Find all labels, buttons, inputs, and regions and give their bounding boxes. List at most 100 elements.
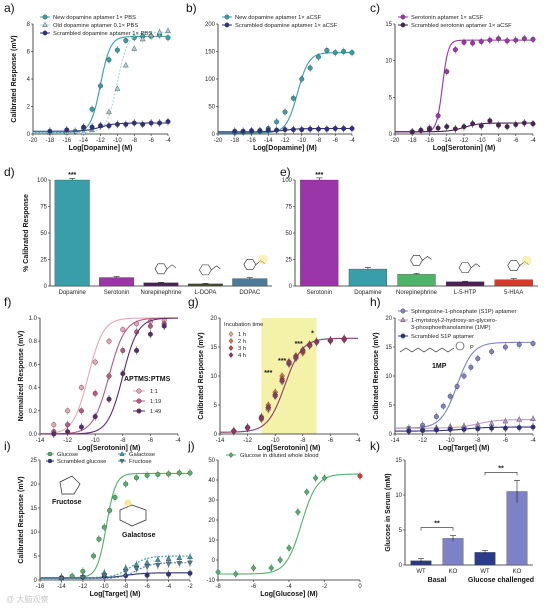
series-new-dopamine-aptamer-1-pbs: [33, 31, 171, 137]
y-tick-label: 75: [285, 205, 292, 211]
legend-marker: [228, 345, 234, 351]
y-tick-label: 25: [30, 458, 37, 464]
data-point: [106, 108, 112, 115]
legend-marker: [228, 338, 234, 344]
data-point: [502, 418, 509, 424]
legend-marker: [224, 14, 230, 20]
x-tick-label: -10: [477, 138, 486, 144]
data-point: [106, 57, 112, 63]
y-tick-label: 10: [208, 538, 215, 544]
panel-a: a) -20 -18 -16 -14 -12 -10 -8 -6 -4 0 2 4 6 8 Log[Dopam…: [4, 1, 171, 152]
category-label: WT: [416, 569, 426, 575]
y-tick-label: 15: [30, 506, 37, 512]
category-label: Norepinephrine: [396, 290, 438, 296]
data-point: [120, 347, 126, 353]
data-point: [232, 570, 239, 578]
galactose-structure-icon: [119, 504, 147, 527]
data-point: [268, 564, 275, 572]
legend-marker: [400, 308, 406, 314]
y-tick-label: 0: [289, 284, 293, 290]
panel-label: e): [280, 165, 291, 179]
x-tick-label: -14: [36, 438, 45, 444]
data-point: [299, 127, 305, 133]
data-point: [274, 127, 280, 133]
significance-marker: *: [311, 330, 314, 337]
x-tick-label: -16: [247, 138, 256, 144]
data-point: [521, 36, 527, 42]
x-tick-label: -16: [36, 584, 45, 590]
y-tick-label: 5: [34, 554, 38, 560]
y-tick-label: 10: [30, 530, 37, 536]
legend-label: Glucose in diluted whole blood: [240, 453, 319, 459]
data-point: [65, 408, 71, 414]
data-point: [478, 39, 484, 45]
significance-marker: ***: [278, 358, 286, 365]
data-point: [215, 568, 221, 576]
data-point: [89, 124, 95, 130]
x-tick-label: -6: [503, 438, 509, 444]
data-point: [101, 524, 107, 530]
data-point: [468, 364, 474, 370]
series-scrambled-dopamine-aptamer-1-pbs: [33, 117, 171, 136]
x-tick-label: -10: [100, 584, 109, 590]
bar: [348, 268, 388, 287]
data-point: [452, 47, 458, 53]
x-tick-label: -20: [214, 138, 223, 144]
panel-label: c): [370, 1, 380, 15]
y-tick-label: 40: [208, 478, 215, 484]
y-tick-label: 15: [385, 22, 392, 28]
data-point: [444, 124, 450, 130]
data-point: [123, 38, 129, 44]
data-point: [114, 121, 120, 127]
y-axis-label: Calibrated Response (mV): [11, 35, 18, 122]
data-point: [406, 428, 412, 434]
x-tick-label: -14: [216, 438, 225, 444]
legend-label: 1:49: [150, 409, 161, 415]
highlight-dot: [521, 255, 532, 266]
y-tick-label: 50: [285, 231, 292, 237]
y-tick-label: 0: [389, 132, 393, 138]
data-point: [140, 121, 146, 127]
y-tick-label: 75: [40, 205, 47, 211]
data-point: [286, 359, 292, 366]
y-tick-label: 0.4: [29, 386, 38, 392]
legend-label: Scrambled serotonin aptamer 1× aCSF: [411, 23, 512, 29]
data-point: [187, 553, 193, 559]
data-point: [504, 124, 510, 130]
x-tick-label: -4: [286, 584, 292, 590]
data-point: [440, 403, 446, 409]
data-point: [133, 475, 139, 481]
y-tick-label: 10: [385, 59, 392, 65]
panel-label: h): [370, 295, 381, 309]
data-point: [307, 126, 313, 132]
phosphate-group-icon: [455, 341, 465, 351]
legend-title: Incubation time: [224, 322, 263, 328]
data-point: [447, 426, 453, 432]
x-axis-label: Log[Dopamine] (M): [253, 145, 317, 152]
molecule-structure-icon: [458, 262, 472, 274]
y-tick-label: 6: [27, 50, 31, 56]
fit-curve: [40, 562, 190, 580]
molecule-label: 1MP: [432, 363, 447, 370]
data-point: [496, 36, 502, 42]
x-tick-label: -4: [530, 138, 536, 144]
legend-label: Sphingosine-1-phosphate (S1P) aptamer: [411, 309, 516, 315]
data-point: [475, 356, 481, 362]
data-point: [277, 556, 283, 564]
data-point: [165, 119, 171, 125]
y-tick-label: 20: [208, 518, 215, 524]
data-point: [154, 563, 161, 569]
side-chain-icon: [166, 264, 177, 270]
data-point: [92, 359, 98, 365]
legend-marker: [42, 30, 48, 36]
y-tick-label: 200: [205, 22, 216, 28]
data-point: [166, 571, 172, 577]
data-point: [187, 470, 193, 476]
y-tick-label: 2: [27, 105, 31, 111]
significance-bracket: [420, 527, 454, 531]
data-point: [92, 390, 98, 396]
legend-marker: [42, 14, 48, 20]
x-tick-label: -2: [187, 584, 193, 590]
data-point: [313, 339, 320, 346]
data-point: [78, 408, 84, 414]
